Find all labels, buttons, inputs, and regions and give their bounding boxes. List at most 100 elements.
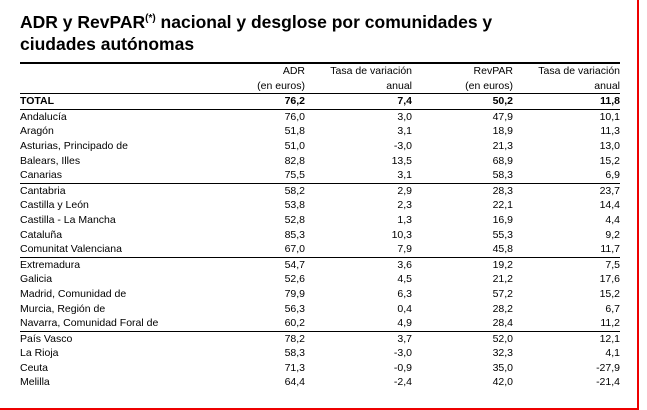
table-cell: 58,3 — [492, 169, 513, 182]
table-row: TOTAL 76,2 7,4 50,2 11,8 — [20, 94, 620, 110]
table-cell: 11,3 — [600, 125, 620, 138]
table-cell: 4,1 — [605, 347, 620, 360]
table-cell: 2,3 — [397, 199, 412, 212]
table-cell: Melilla — [20, 376, 50, 389]
table-row: Balears, Illes 82,8 13,5 68,9 15,2 — [20, 154, 620, 169]
table-cell: -21,4 — [596, 376, 620, 389]
table-cell: 10,1 — [599, 110, 620, 123]
table-cell: 6,3 — [397, 287, 412, 300]
table-cell: 68,9 — [492, 154, 513, 167]
table-cell: 56,3 — [284, 302, 305, 315]
table-cell: 22,1 — [492, 199, 513, 212]
table-row: Galicia 52,6 4,5 21,2 17,6 — [20, 272, 620, 287]
table-row: Murcia, Región de 56,3 0,4 28,2 6,7 — [20, 302, 620, 317]
table-cell: 13,5 — [391, 154, 412, 167]
title-text: ADR y RevPAR — [20, 11, 146, 32]
table-cell: 79,9 — [284, 287, 305, 300]
table-row: Andalucía 76,0 3,0 47,9 10,1 — [20, 110, 620, 125]
table-cell: 32,3 — [492, 347, 513, 360]
table-cell: 76,0 — [284, 110, 305, 123]
table-cell: 4,4 — [605, 213, 620, 226]
table-cell: 15,2 — [599, 154, 620, 167]
table-cell: 11,2 — [600, 317, 620, 330]
table-cell: 60,2 — [284, 317, 305, 330]
table-cell: Canarias — [20, 169, 63, 182]
table-cell: Comunitat Valenciana — [20, 243, 122, 256]
table-cell: 76,2 — [284, 95, 305, 108]
header-row: ADR Tasa de variación RevPAR Tasa de variac… — [20, 64, 620, 79]
header-cell: anual — [386, 79, 412, 92]
border — [0, 408, 639, 410]
title: ADR y RevPAR(*) nacional y desglose por … — [20, 8, 540, 55]
table-row: Canarias 75,5 3,1 58,3 6,9 — [20, 168, 620, 184]
table-cell: 82,8 — [284, 154, 305, 167]
table-cell: 67,0 — [284, 243, 305, 256]
table-cell: -3,0 — [393, 139, 412, 152]
table-cell: 1,3 — [397, 213, 412, 226]
table-cell: País Vasco — [20, 332, 73, 345]
table-cell: Balears, Illes — [20, 154, 81, 167]
table-cell: -0,9 — [393, 361, 412, 374]
table-cell: 3,7 — [397, 332, 412, 345]
table-row: País Vasco 78,2 3,7 52,0 12,1 — [20, 332, 620, 347]
table-row: Navarra, Comunidad Foral de 60,2 4,9 28,4 11… — [20, 316, 620, 332]
table-cell: Aragón — [20, 125, 54, 138]
table-cell: 54,7 — [284, 258, 305, 271]
table-cell: 15,2 — [599, 287, 620, 300]
table-cell: 11,7 — [600, 243, 620, 256]
table-row: Extremadura 54,7 3,6 19,2 7,5 — [20, 258, 620, 273]
table-cell: 9,2 — [605, 228, 620, 241]
table-cell: 28,2 — [492, 302, 513, 315]
table-cell: 21,2 — [492, 273, 513, 286]
table-cell: 58,2 — [284, 184, 305, 197]
table-row: Melilla 64,4 -2,4 42,0 -21,4 — [20, 375, 620, 390]
title-text: nacional y desglose por comunidades y ci… — [20, 11, 493, 54]
table-cell: 23,7 — [599, 184, 620, 197]
table-row: Cataluña 85,3 10,3 55,3 9,2 — [20, 228, 620, 243]
table-cell: 14,4 — [599, 199, 620, 212]
header-cell: RevPAR — [473, 65, 513, 77]
header-cell: ADR — [282, 65, 305, 77]
table-cell: 18,9 — [492, 125, 513, 138]
table-cell: Andalucía — [20, 110, 67, 123]
table-cell: 6,9 — [605, 169, 620, 182]
table-row: La Rioja 58,3 -3,0 32,3 4,1 — [20, 346, 620, 361]
table-cell: 51,8 — [284, 125, 305, 138]
table-cell: 3,1 — [397, 125, 412, 138]
table-cell: 6,7 — [605, 302, 620, 315]
table-cell: 13,0 — [599, 139, 620, 152]
table-cell: 35,0 — [492, 361, 513, 374]
table-cell: Cantabria — [20, 184, 66, 197]
table-cell: 16,9 — [492, 213, 513, 226]
table-cell: 10,3 — [391, 228, 412, 241]
header-cell — [20, 64, 250, 79]
table-cell: Cataluña — [20, 228, 63, 241]
header-cell: (en euros) — [465, 79, 513, 92]
table-cell: Castilla - La Mancha — [20, 213, 116, 226]
table-cell: 64,4 — [284, 376, 305, 389]
table-cell: Murcia, Región de — [20, 302, 106, 315]
table-row: Asturias, Principado de 51,0 -3,0 21,3 13,0 — [20, 139, 620, 154]
table-cell: 2,9 — [397, 184, 412, 197]
table-cell: 28,4 — [492, 317, 513, 330]
table-cell: 42,0 — [492, 376, 513, 389]
table-cell: 21,3 — [492, 139, 513, 152]
table-cell: -2,4 — [393, 376, 412, 389]
table-cell: 57,2 — [492, 287, 513, 300]
table-row: Cantabria 58,2 2,9 28,3 23,7 — [20, 184, 620, 199]
table-cell: 58,3 — [284, 347, 305, 360]
header-row: (en euros) anual (en euros) anual — [20, 79, 620, 95]
table-cell: 50,2 — [492, 95, 513, 108]
table-cell: 3,0 — [397, 110, 412, 123]
table-cell: Galicia — [20, 273, 53, 286]
header-cell — [20, 79, 250, 94]
table-row: Castilla - La Mancha 52,8 1,3 16,9 4,4 — [20, 213, 620, 228]
table-cell: -3,0 — [393, 347, 412, 360]
table-cell: 51,0 — [284, 139, 305, 152]
table-row: Ceuta 71,3 -0,9 35,0 -27,9 — [20, 361, 620, 376]
header-cell: Tasa de variación — [330, 65, 412, 77]
table-cell: 85,3 — [284, 228, 305, 241]
header-cell: (en euros) — [257, 79, 305, 92]
table-cell: 52,0 — [492, 332, 513, 345]
border — [637, 0, 639, 410]
